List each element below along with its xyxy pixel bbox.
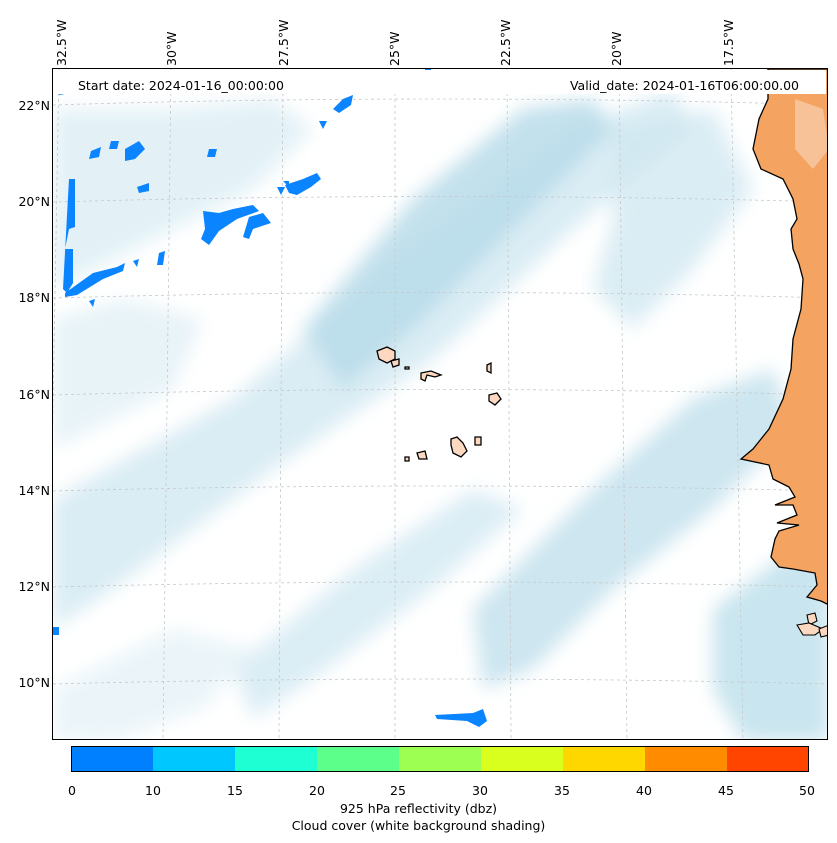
lat-label: 18°N xyxy=(18,290,50,305)
cloud-band xyxy=(53,629,253,739)
lon-label: 25°W xyxy=(387,31,402,66)
island-maio xyxy=(474,436,482,446)
colorbar-segment xyxy=(235,746,317,772)
colorbar-tick: 0 xyxy=(68,783,76,798)
colorbar-tick: 50 xyxy=(799,783,815,798)
colorbar xyxy=(71,746,809,772)
island-fogo xyxy=(416,450,428,460)
colorbar-tick: 35 xyxy=(554,783,570,798)
cloud-band xyxy=(53,99,313,289)
cloud-band xyxy=(713,549,827,739)
colorbar-tick: 20 xyxy=(309,783,325,798)
island-sao-nicolau xyxy=(420,370,443,382)
lon-label: 32.5°W xyxy=(54,19,69,66)
colorbar-sublabel: Cloud cover (white background shading) xyxy=(291,818,546,833)
lat-label: 16°N xyxy=(18,387,50,402)
colorbar-label: 925 hPa reflectivity (dbz) xyxy=(339,801,498,816)
island-santa-luzia xyxy=(404,366,410,370)
colorbar-tick: 45 xyxy=(718,783,734,798)
map-panel[interactable] xyxy=(52,68,828,740)
lon-label: 17.5°W xyxy=(721,19,736,66)
lat-label: 20°N xyxy=(18,194,50,209)
colorbar-tick: 25 xyxy=(390,783,406,798)
colorbar-frame xyxy=(71,746,809,772)
island-santiago xyxy=(450,436,468,458)
colorbar-segment xyxy=(153,746,235,772)
colorbar-tick: 10 xyxy=(145,783,161,798)
africa-landmass xyxy=(739,69,827,638)
cape-verde-islands xyxy=(376,346,502,462)
lon-label: 22.5°W xyxy=(498,19,513,66)
lon-label: 27.5°W xyxy=(276,19,291,66)
date-banner: Start date: 2024-01-16_00:00:00 Valid_da… xyxy=(54,70,826,94)
lat-label: 14°N xyxy=(18,483,50,498)
island-sao-vicente xyxy=(390,358,400,368)
island-brava xyxy=(404,456,410,462)
graticule xyxy=(53,69,827,739)
colorbar-segment xyxy=(645,746,727,772)
cloud-band xyxy=(233,489,523,719)
colorbar-segment xyxy=(563,746,645,772)
lon-label: 20°W xyxy=(609,31,624,66)
colorbar-tick: 40 xyxy=(636,783,652,798)
lon-label: 30°W xyxy=(164,31,179,66)
colorbar-segment xyxy=(71,746,153,772)
lat-label: 22°N xyxy=(18,98,50,113)
colorbar-segment xyxy=(317,746,399,772)
island-sal xyxy=(486,361,492,375)
cloud-cover-shading xyxy=(53,89,827,739)
colorbar-tick: 30 xyxy=(472,783,488,798)
start-date-label: Start date: 2024-01-16_00:00:00 xyxy=(78,78,284,93)
colorbar-tick: 15 xyxy=(227,783,243,798)
island-boa-vista xyxy=(488,392,502,406)
cloud-band xyxy=(303,99,613,389)
island-santo-antao xyxy=(376,346,396,364)
lat-label: 12°N xyxy=(18,579,50,594)
colorbar-segment xyxy=(481,746,563,772)
cloud-band xyxy=(53,299,203,449)
map-canvas xyxy=(53,69,827,739)
cloud-band xyxy=(473,369,793,689)
colorbar-segment xyxy=(399,746,481,772)
lat-label: 10°N xyxy=(18,675,50,690)
colorbar-segment xyxy=(727,746,809,772)
valid-date-label: Valid_date: 2024-01-16T06:00:00.00 xyxy=(569,78,799,93)
cloud-band xyxy=(593,109,753,329)
